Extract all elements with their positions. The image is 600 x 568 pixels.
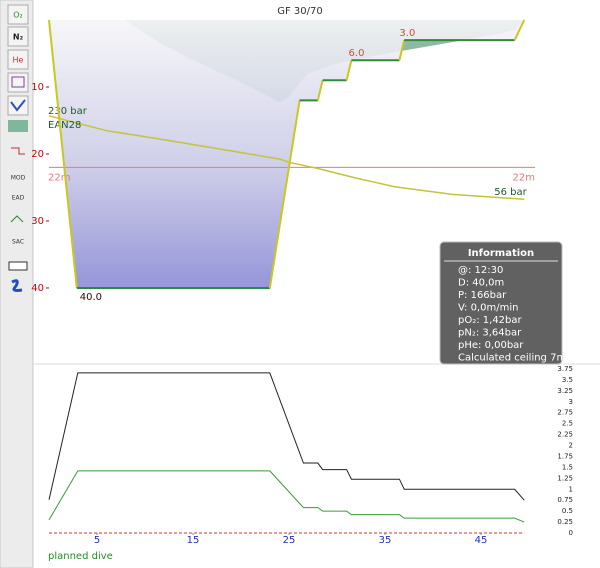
icon [11, 76, 25, 88]
gradient-icon[interactable] [8, 120, 28, 132]
x-tick-label: 15 [187, 535, 200, 546]
gas-label: EAN28 [48, 120, 81, 131]
profile-area [49, 20, 525, 288]
info-line: pO₂: 1,42bar [458, 315, 523, 326]
x-tick-label: 45 [475, 535, 488, 546]
info-line: @: 12:30 [458, 265, 503, 276]
stop-label: 3.0 [399, 28, 415, 39]
info-line: P: 166bar [458, 290, 507, 301]
profile-segment [398, 39, 406, 61]
y-tick-label: 2.25 [557, 431, 573, 439]
ceiling-button[interactable] [7, 72, 29, 93]
y-tick-label: 1.25 [557, 474, 573, 482]
profile-segment [513, 19, 526, 41]
y-tick-label: 3.5 [562, 376, 573, 384]
ruler-icon[interactable] [8, 261, 28, 271]
button-label[interactable]: SAC [12, 239, 24, 246]
y-tick-label: 3.75 [557, 365, 573, 373]
info-line: V: 0,0m/min [458, 303, 518, 314]
pressure-label: 230 bar [48, 106, 88, 117]
y-tick-label: 0.75 [557, 496, 573, 504]
n2-button[interactable] [7, 26, 29, 47]
mod-label: 22m [48, 172, 70, 183]
y-tick-label: 0.25 [557, 518, 573, 526]
s-icon[interactable] [11, 279, 23, 292]
profile-segment [268, 100, 301, 289]
x-tick-label: 25 [283, 535, 296, 546]
button-label[interactable]: MOD [11, 175, 26, 182]
button-label: N₂ [13, 33, 24, 42]
info-box: Information @: 12:30 D: 40,0mP: 166bar V: … [439, 241, 566, 365]
y-tick-label: 1.5 [562, 463, 573, 471]
stop-label: 6.0 [349, 48, 365, 59]
caption: planned dive [48, 551, 113, 562]
pressure-label: 56 bar [494, 187, 527, 198]
x-tick-label: 5 [94, 535, 100, 546]
y-tick-label: 3 [569, 398, 573, 406]
y-tick-label: 1 [569, 485, 573, 493]
profile-segment [48, 19, 78, 289]
profile-button[interactable] [7, 95, 29, 116]
info-line: pHe: 0,00bar [458, 340, 524, 351]
info-line: D: 40,0m [458, 278, 504, 289]
depth-tick-label: 20 [31, 149, 44, 160]
y-tick-label: 0 [569, 529, 573, 537]
toolbar-buttons: O₂ N₂ He MOD EAD SAC [7, 4, 29, 292]
y-tick-label: 1.75 [557, 452, 573, 460]
mod-label: 22m [513, 172, 535, 183]
pressure-chart: 0 0.25 0.5 0.75 1 1.25 1.5 1.75 2 2.25 2.5 2.75 3 3.2… [48, 365, 573, 546]
profile-segment [316, 80, 324, 101]
depth-tick-label: 30 [31, 216, 44, 227]
info-line: pN₂: 3,64bar [458, 328, 522, 339]
profile-chart: 10 20 30 40 22m 22m 230 bar 56 bar EAN28 40.0 6.0 3… [31, 19, 535, 303]
icon [10, 99, 26, 112]
button-label: He [13, 56, 24, 65]
button-label: O₂ [13, 11, 23, 20]
depth-tick-label: 10 [31, 82, 44, 93]
info-line: Calculated ceiling 7m [458, 353, 566, 364]
depth-tick-label: 40 [31, 283, 44, 294]
y-tick-label: 3.25 [557, 387, 573, 395]
y-tick-label: 2.5 [562, 420, 573, 428]
o2-button[interactable] [7, 4, 29, 25]
y-tick-label: 0.5 [562, 507, 573, 515]
icon[interactable] [11, 147, 25, 155]
chart-title: GF 30/70 [277, 6, 323, 17]
profile-segment [345, 59, 353, 81]
x-tick-label: 35 [379, 535, 392, 546]
stop-label: 40.0 [80, 292, 102, 303]
button-label[interactable]: EAD [12, 195, 25, 202]
icon[interactable] [10, 215, 24, 223]
y-tick-label: 2 [569, 442, 573, 450]
he-button[interactable] [7, 49, 29, 70]
pressure-line [48, 470, 525, 523]
info-panel [439, 241, 563, 365]
pressure-line [48, 372, 525, 501]
info-title: Information [468, 248, 534, 259]
y-tick-label: 2.75 [557, 409, 573, 417]
